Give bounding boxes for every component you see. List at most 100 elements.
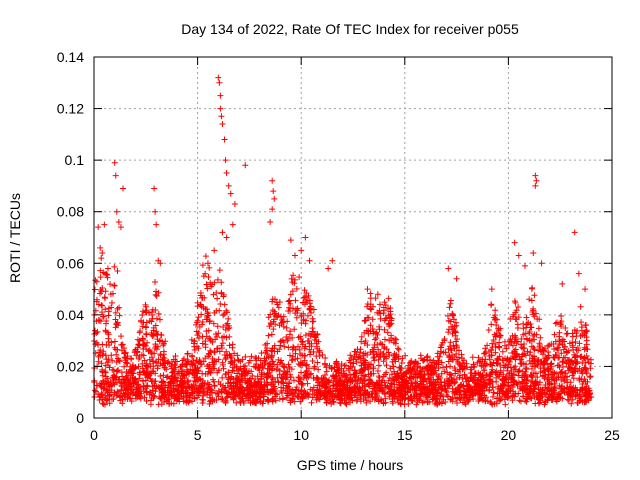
data-point [394, 345, 401, 352]
data-point [523, 390, 530, 397]
data-point [232, 375, 239, 382]
data-point [510, 379, 517, 386]
data-point [583, 334, 590, 341]
data-point [256, 382, 263, 389]
data-point [137, 317, 144, 324]
y-tick-label: 0.04 [57, 307, 84, 323]
data-point [582, 366, 589, 373]
data-point [287, 352, 294, 359]
data-point [458, 355, 465, 362]
data-point [296, 374, 303, 381]
data-point [302, 320, 309, 327]
data-point [286, 297, 293, 304]
data-point [203, 281, 210, 288]
data-point [274, 314, 281, 321]
data-point [336, 376, 343, 383]
data-point [370, 370, 377, 377]
data-point [574, 345, 581, 352]
data-point [534, 358, 541, 365]
data-point [345, 365, 352, 372]
data-point [381, 336, 388, 343]
data-point [375, 377, 382, 384]
data-point [396, 364, 403, 371]
data-point [111, 282, 118, 289]
data-point [297, 398, 304, 405]
data-point [191, 338, 198, 345]
data-point [271, 308, 278, 315]
data-point [398, 375, 405, 382]
data-point [362, 388, 369, 395]
data-point [484, 398, 491, 405]
data-point [136, 375, 143, 382]
data-point [225, 182, 232, 189]
data-point [206, 318, 213, 325]
data-point [99, 302, 106, 309]
data-point [237, 358, 244, 365]
data-point [578, 319, 585, 326]
data-point [485, 326, 492, 333]
data-point [306, 257, 313, 264]
data-point [351, 385, 358, 392]
data-point [142, 362, 149, 369]
data-point [131, 380, 138, 387]
data-point [265, 389, 272, 396]
data-point [258, 350, 265, 357]
data-point [141, 357, 148, 364]
data-point [531, 336, 538, 343]
data-point [534, 374, 541, 381]
data-point [253, 389, 260, 396]
data-point [209, 395, 216, 402]
data-point [384, 329, 391, 336]
data-point [490, 336, 497, 343]
data-point [218, 113, 225, 120]
data-point [314, 359, 321, 366]
data-point [204, 285, 211, 292]
data-point [453, 351, 460, 358]
data-point [496, 371, 503, 378]
data-point [279, 316, 286, 323]
data-point [164, 396, 171, 403]
data-point [357, 376, 364, 383]
data-point [267, 219, 274, 226]
data-point [341, 396, 348, 403]
data-point [452, 370, 459, 377]
data-point [451, 364, 458, 371]
data-point [159, 361, 166, 368]
data-point [526, 330, 533, 337]
data-point [541, 367, 548, 374]
data-point [390, 363, 397, 370]
data-point [542, 399, 549, 406]
data-point [492, 333, 499, 340]
data-point [213, 345, 220, 352]
data-point [456, 395, 463, 402]
data-point [346, 388, 353, 395]
data-point [304, 390, 311, 397]
data-point [535, 400, 542, 407]
data-point [407, 359, 414, 366]
data-point [542, 382, 549, 389]
data-point [369, 303, 376, 310]
data-point [218, 289, 225, 296]
data-point [459, 359, 466, 366]
data-point [104, 274, 111, 281]
data-point [303, 290, 310, 297]
data-point [397, 367, 404, 374]
data-point [441, 368, 448, 375]
data-point [245, 359, 252, 366]
data-point [204, 260, 211, 267]
data-point [179, 377, 186, 384]
data-point [553, 319, 560, 326]
data-point [433, 395, 440, 402]
data-point [480, 374, 487, 381]
data-point [401, 384, 408, 391]
data-point [342, 362, 349, 369]
data-point [159, 387, 166, 394]
data-point [111, 282, 118, 289]
data-point [377, 315, 384, 322]
data-point [391, 354, 398, 361]
data-point [337, 377, 344, 384]
data-point [223, 170, 230, 177]
data-point [264, 380, 271, 387]
data-point [545, 348, 552, 355]
data-point [111, 344, 118, 351]
